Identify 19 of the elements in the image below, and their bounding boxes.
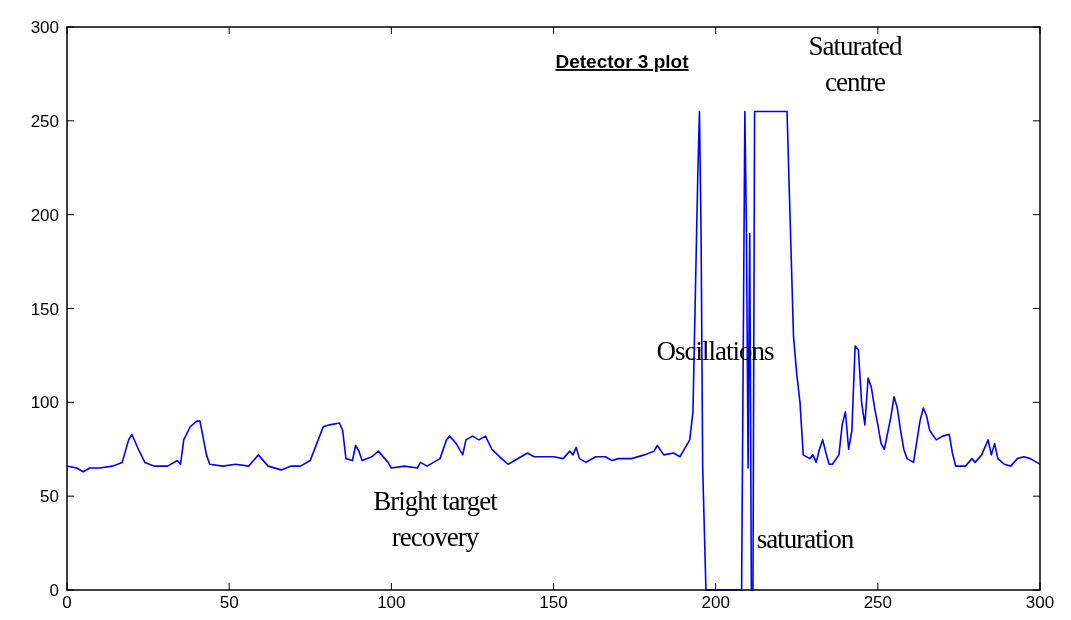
- text: Detector 3 plot: [555, 51, 690, 72]
- annotation: Saturated centre: [808, 31, 903, 97]
- y-tick-label: 200: [30, 205, 59, 225]
- annotation: Bright target recovery: [373, 486, 499, 552]
- x-tick-label: 0: [62, 593, 72, 612]
- x-tick-label: 100: [377, 593, 406, 612]
- y-tick-label: 250: [30, 111, 59, 131]
- x-tick-label: 50: [219, 593, 239, 612]
- y-tick-label: 300: [30, 18, 59, 37]
- x-tick-label: 150: [539, 593, 568, 612]
- x-tick-label: 250: [863, 593, 893, 612]
- y-tick-label: 0: [49, 581, 59, 600]
- annotation: saturation: [756, 524, 855, 554]
- y-tick-label: 100: [30, 393, 59, 413]
- x-tick-label: 200: [701, 593, 730, 612]
- y-tick-label: 50: [40, 487, 59, 507]
- y-tick-label: 150: [30, 299, 59, 319]
- line-series: [66, 110, 1041, 591]
- x-tick-label: 300: [1025, 593, 1055, 612]
